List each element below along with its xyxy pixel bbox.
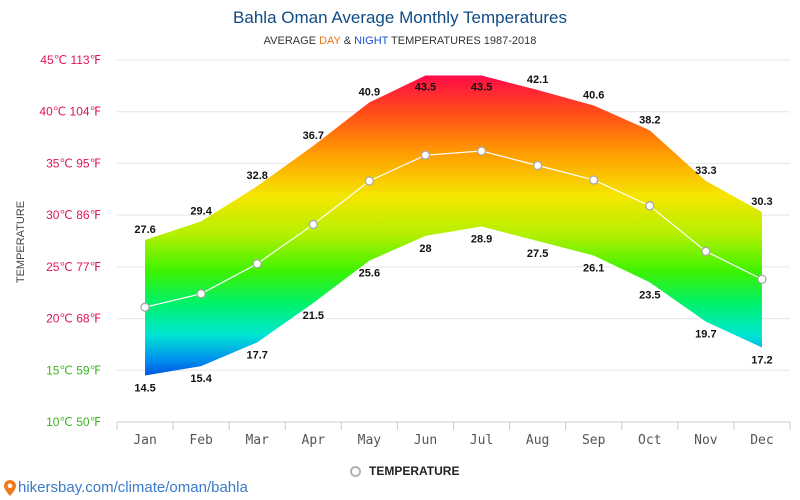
low-value-label: 19.7 — [695, 329, 716, 341]
legend-label: TEMPERATURE — [369, 464, 460, 478]
mean-temperature-point — [645, 201, 655, 211]
high-value-label: 27.6 — [134, 224, 155, 236]
subtitle-night-word: NIGHT — [354, 35, 389, 47]
subtitle-mid: & — [340, 35, 355, 47]
source-link[interactable]: hikersbay.com/climate/oman/bahla — [4, 479, 248, 496]
y-tick-label: 15℃ 59℉ — [46, 363, 101, 377]
y-tick-label: 10℃ 50℉ — [46, 415, 101, 429]
source-link-text: hikersbay.com/climate/oman/bahla — [18, 479, 248, 496]
mean-temperature-point — [252, 259, 262, 269]
mean-temperature-point — [589, 175, 599, 185]
y-tick-label: 25℃ 77℉ — [46, 260, 101, 274]
y-axis-ticks: 45℃ 113℉ 40℃ 104℉ 35℃ 95℉ 30℃ 86℉ 25℃ 77℉ 20℃… — [39, 53, 101, 429]
x-tick-label: Mar — [245, 433, 269, 448]
legend-marker-icon — [350, 465, 361, 477]
x-tick-label: Jan — [133, 433, 156, 448]
low-value-label: 17.7 — [246, 349, 267, 361]
mean-temperature-line — [144, 150, 763, 308]
legend[interactable]: TEMPERATURE — [350, 464, 459, 478]
high-value-label: 40.9 — [359, 86, 380, 98]
x-tick-label: Jun — [414, 433, 437, 448]
x-tick-label: Sep — [582, 433, 606, 448]
high-value-label: 42.1 — [527, 74, 548, 86]
temperature-range-area — [145, 75, 762, 376]
mean-temperature-point — [476, 146, 487, 156]
x-tick-label: Feb — [189, 433, 213, 448]
x-axis: Jan Feb Mar Apr May Jun Jul Aug Sep Oct Nov Dec — [116, 421, 791, 448]
mean-temperature-point — [308, 219, 318, 230]
high-value-label: 29.4 — [190, 205, 212, 217]
x-tick-label: Dec — [750, 433, 773, 448]
low-value-label: 27.5 — [527, 248, 548, 260]
y-tick-label: 45℃ 113℉ — [40, 53, 101, 67]
mean-temperature-point — [757, 274, 767, 284]
high-value-label: 43.5 — [415, 82, 436, 94]
low-value-label: 26.1 — [583, 262, 604, 274]
y-tick-label: 40℃ 104℉ — [39, 105, 101, 119]
data-labels: 27.6 29.4 32.8 36.7 40.9 43.5 43.5 42.1 40.6 38.2… — [134, 74, 772, 394]
high-value-label: 38.2 — [639, 114, 660, 126]
mean-temperature-point — [701, 246, 711, 256]
y-tick-label: 30℃ 86℉ — [46, 208, 101, 222]
high-value-label: 32.8 — [246, 170, 267, 182]
mean-temperature-point — [364, 176, 375, 186]
high-value-label: 43.5 — [471, 82, 492, 94]
low-value-label: 21.5 — [303, 310, 324, 322]
high-value-label: 40.6 — [583, 90, 604, 102]
mean-temperature-point — [196, 289, 206, 299]
subtitle-suffix: TEMPERATURES 1987-2018 — [388, 35, 537, 47]
day-night-range-area — [145, 75, 762, 376]
low-value-label: 23.5 — [639, 289, 660, 301]
x-tick-label: May — [358, 433, 382, 448]
mean-temperature-point — [420, 150, 431, 160]
mean-temperature-point — [140, 302, 150, 312]
mean-temperature-series — [140, 146, 767, 312]
mean-temperature-point — [532, 160, 543, 171]
x-tick-label: Oct — [638, 433, 661, 448]
low-value-label: 25.6 — [359, 268, 380, 280]
high-value-label: 30.3 — [751, 196, 772, 208]
low-value-label: 14.5 — [134, 382, 155, 394]
low-value-label: 15.4 — [190, 373, 212, 385]
high-value-label: 33.3 — [695, 165, 716, 177]
y-tick-label: 20℃ 68℉ — [46, 312, 101, 326]
y-tick-label: 35℃ 95℉ — [46, 156, 101, 170]
low-value-label: 17.2 — [751, 355, 772, 367]
subtitle-prefix: AVERAGE — [263, 35, 320, 47]
high-value-label: 36.7 — [303, 130, 324, 142]
x-tick-label: Nov — [694, 433, 718, 448]
subtitle-day-word: DAY — [319, 35, 341, 47]
low-value-label: 28 — [419, 243, 431, 255]
x-tick-label: Apr — [302, 433, 326, 448]
chart-title: Bahla Oman Average Monthly Temperatures — [233, 8, 567, 27]
temperature-chart: 45℃ 113℉ 40℃ 104℉ 35℃ 95℉ 30℃ 86℉ 25℃ 77℉ 20℃… — [39, 53, 791, 448]
chart-subtitle: AVERAGE DAY & NIGHT TEMPERATURES 1987-20… — [0, 35, 800, 47]
x-tick-label: Jul — [470, 433, 493, 448]
low-value-label: 28.9 — [471, 234, 492, 246]
x-tick-label: Aug — [526, 433, 549, 448]
map-pin-icon — [4, 479, 16, 496]
